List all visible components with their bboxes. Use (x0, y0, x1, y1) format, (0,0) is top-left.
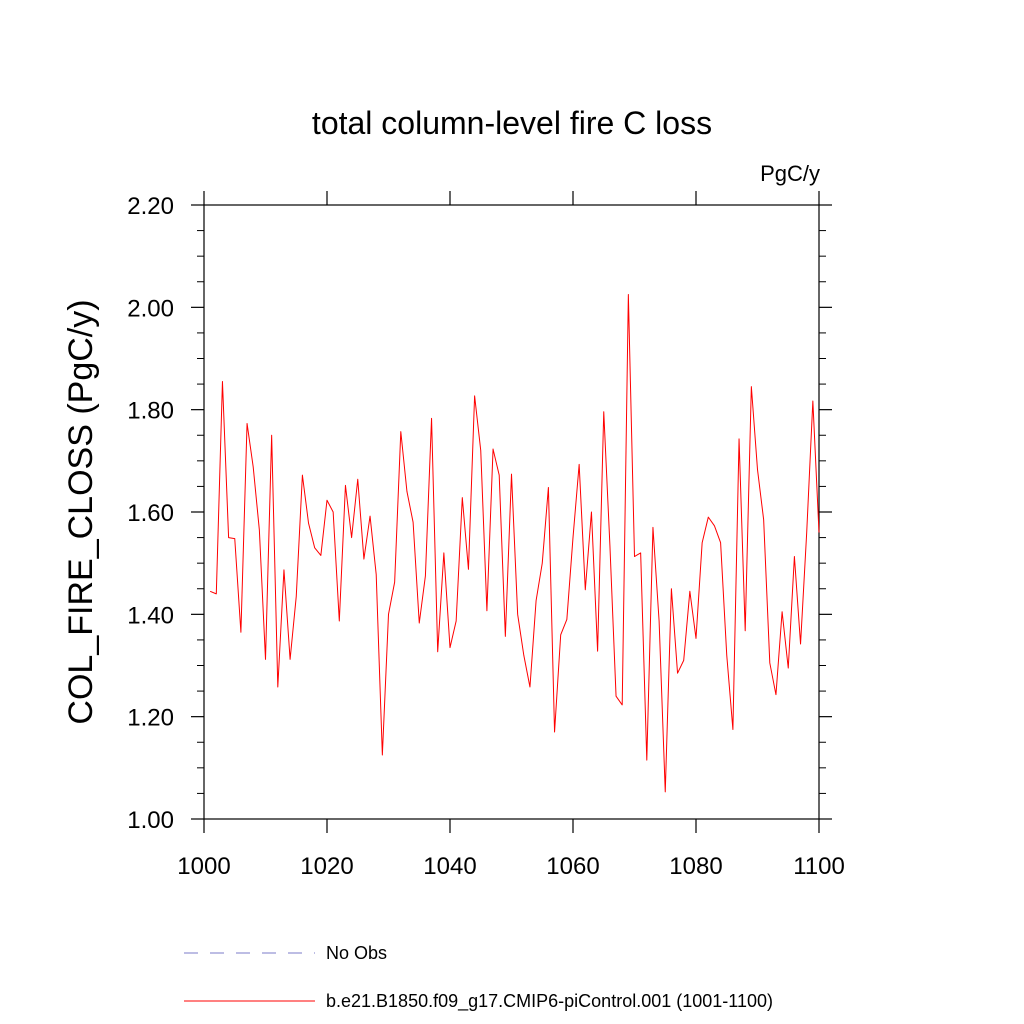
x-tick-label: 1020 (300, 853, 353, 880)
y-tick-label: 1.60 (127, 500, 174, 527)
y-tick-label: 1.20 (127, 705, 174, 732)
x-tick-label: 1100 (793, 853, 845, 880)
x-tick-label: 1040 (423, 853, 476, 880)
y-tick-label: 2.00 (127, 295, 174, 322)
y-tick-label: 2.20 (127, 193, 174, 220)
legend-label-no-obs: No Obs (326, 943, 387, 963)
x-tick-label: 1080 (669, 853, 722, 880)
chart-title: total column-level fire C loss (312, 105, 712, 141)
y-tick-label: 1.40 (127, 602, 174, 629)
y-tick-label: 1.80 (127, 398, 174, 425)
series-line-1 (209, 294, 820, 793)
plot-frame (203, 204, 820, 820)
x-tick-label: 1060 (546, 853, 599, 880)
legend-label-model-run: b.e21.B1850.f09_g17.CMIP6-piControl.001 … (326, 991, 773, 1012)
legend: No Obs b.e21.B1850.f09_g17.CMIP6-piContr… (184, 943, 773, 1012)
x-tick-label: 1000 (177, 853, 230, 880)
y-tick-label: 1.00 (127, 807, 174, 834)
units-label: PgC/y (760, 161, 820, 186)
y-axis-label: COL_FIRE_CLOSS (PgC/y) (62, 299, 100, 724)
